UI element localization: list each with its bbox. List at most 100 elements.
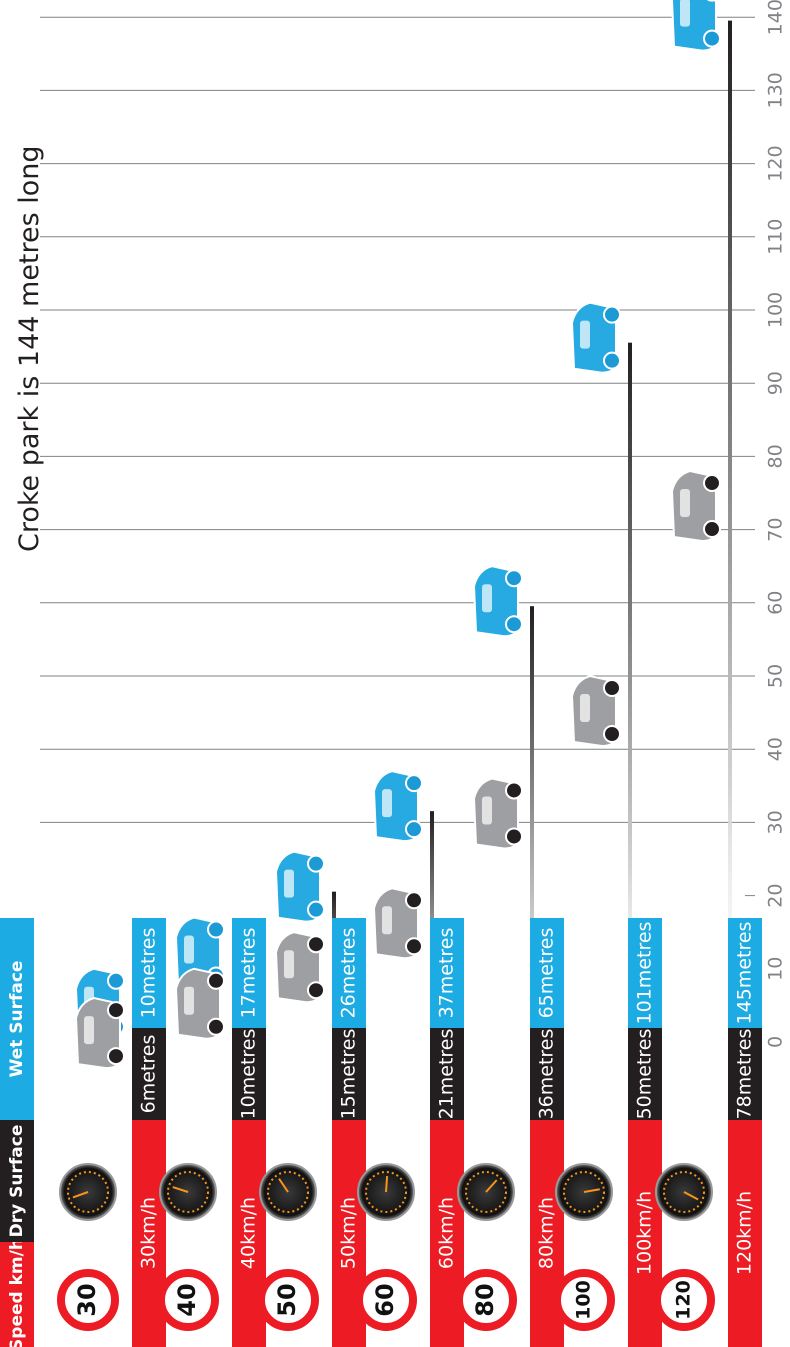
wet-distance-label: 145metres bbox=[734, 922, 756, 1025]
wet-distance-trail bbox=[628, 342, 632, 1042]
speed-limit-sign bbox=[57, 1269, 119, 1331]
dry-distance-cell bbox=[232, 1028, 266, 1120]
speed-limit-sign bbox=[257, 1269, 319, 1331]
speed-label: 30km/h bbox=[138, 1197, 160, 1269]
dry-stopping-car bbox=[274, 931, 325, 1004]
speedometer-scale bbox=[465, 1171, 507, 1213]
speedometer-needle bbox=[385, 1175, 389, 1193]
speedometer-scale bbox=[563, 1171, 605, 1213]
wet-stopping-car bbox=[372, 770, 423, 843]
speed-label: 40km/h bbox=[238, 1197, 260, 1269]
speedometer-scale bbox=[663, 1171, 705, 1213]
grid bbox=[40, 16, 755, 1043]
dry-distance-cell bbox=[430, 1028, 464, 1120]
header-speed-cell bbox=[0, 1242, 34, 1347]
speed-label: 80km/h bbox=[536, 1197, 558, 1269]
wet-distance-cell bbox=[132, 918, 166, 1028]
header-speed: Speed km/h bbox=[7, 1238, 27, 1347]
dry-distance-cell bbox=[728, 1028, 762, 1120]
speedometer-needle bbox=[683, 1191, 699, 1201]
tick-label: 20 bbox=[765, 884, 787, 908]
wet-distance-trail bbox=[728, 20, 732, 1043]
speedometer-needle bbox=[72, 1191, 89, 1199]
header-dry-surface: Dry Surface bbox=[7, 1125, 27, 1238]
axis-tick-labels: 0102030405060708090100110120130140150 bbox=[765, 0, 787, 1048]
dry-distance-cell bbox=[132, 1028, 166, 1120]
dry-distance-label: 10metres bbox=[238, 1029, 260, 1120]
wet-distance-cell bbox=[530, 918, 564, 1028]
speed-limit-value: 60 bbox=[371, 1283, 399, 1316]
tick-label: 110 bbox=[765, 219, 787, 255]
wet-stopping-car bbox=[570, 301, 621, 374]
dry-distance-cell bbox=[530, 1028, 564, 1120]
dry-distance-label: 6metres bbox=[138, 1035, 160, 1114]
speed-limit-value: 40 bbox=[173, 1283, 201, 1316]
tick-label: 140 bbox=[765, 0, 787, 35]
speedometer-scale bbox=[67, 1171, 109, 1213]
tick-label: 120 bbox=[765, 145, 787, 181]
tick-label: 40 bbox=[765, 737, 787, 761]
tick-label: 130 bbox=[765, 72, 787, 108]
distance-trails bbox=[132, 20, 732, 1043]
dry-stopping-car bbox=[570, 674, 621, 748]
tick-label: 0 bbox=[765, 1036, 787, 1048]
wet-distance-label: 26metres bbox=[338, 928, 360, 1019]
header-wet-surface-cell bbox=[0, 918, 34, 1120]
tick-label: 80 bbox=[765, 444, 787, 468]
tick-label: 60 bbox=[765, 591, 787, 615]
header-dry-surface-cell bbox=[0, 1120, 34, 1242]
speed-limit-sign bbox=[355, 1269, 417, 1331]
dry-distance-label: 50metres bbox=[634, 1029, 656, 1120]
speed-limit-sign bbox=[455, 1269, 517, 1331]
dry-distance-cell bbox=[332, 1028, 366, 1120]
speedometer-needle bbox=[278, 1178, 289, 1193]
speed-limit-value: 30 bbox=[73, 1283, 101, 1316]
dry-stopping-car bbox=[74, 997, 125, 1070]
speed-limit-sign bbox=[553, 1269, 615, 1331]
speedometer-needle bbox=[485, 1179, 498, 1193]
speedometer-scale bbox=[167, 1171, 209, 1213]
dry-distance-label: 21metres bbox=[436, 1029, 458, 1120]
speed-limit-sign bbox=[157, 1269, 219, 1331]
dry-stopping-car bbox=[472, 777, 523, 850]
speedometer-scale bbox=[267, 1171, 309, 1213]
tick-label: 30 bbox=[765, 810, 787, 834]
wet-stopping-car bbox=[174, 916, 225, 989]
speed-label: 100km/h bbox=[634, 1191, 656, 1275]
wet-stopping-car bbox=[670, 0, 721, 52]
dry-distance-cell bbox=[628, 1028, 662, 1120]
header-wet-surface: Wet Surface bbox=[7, 961, 27, 1078]
tick-label: 90 bbox=[765, 371, 787, 395]
wet-stopping-car bbox=[274, 850, 325, 923]
wet-distance-label: 17metres bbox=[238, 928, 260, 1019]
wet-distance-label: 37metres bbox=[436, 928, 458, 1019]
dry-stopping-car bbox=[174, 967, 225, 1040]
dry-stopping-car bbox=[372, 887, 423, 960]
speed-label: 60km/h bbox=[436, 1197, 458, 1269]
speedometer-scale bbox=[365, 1171, 407, 1213]
wet-distance-cell bbox=[728, 918, 762, 1028]
tick-label: 100 bbox=[765, 292, 787, 328]
wet-distance-label: 10metres bbox=[138, 928, 160, 1019]
speed-limit-value: 50 bbox=[273, 1283, 301, 1316]
wet-distance-cell bbox=[628, 918, 662, 1028]
car-markers bbox=[74, 0, 721, 1070]
dry-distance-label: 36metres bbox=[536, 1029, 558, 1120]
tick-label: 70 bbox=[765, 518, 787, 542]
dry-distance-label: 78metres bbox=[734, 1029, 756, 1120]
speedometer-needle bbox=[583, 1188, 600, 1193]
speed-limit-value: 100 bbox=[573, 1280, 595, 1320]
speed-label: 120km/h bbox=[734, 1191, 756, 1275]
tick-label: 50 bbox=[765, 664, 787, 688]
dry-stopping-car bbox=[670, 470, 721, 543]
wet-distance-cell bbox=[430, 918, 464, 1028]
speed-limit-value: 80 bbox=[471, 1283, 499, 1316]
speed-limit-value: 120 bbox=[673, 1280, 695, 1320]
tick-label: 10 bbox=[765, 957, 787, 981]
wet-distance-cell bbox=[332, 918, 366, 1028]
wet-distance-trail bbox=[530, 606, 534, 1042]
wet-distance-label: 101metres bbox=[634, 922, 656, 1025]
wet-distance-cell bbox=[232, 918, 266, 1028]
